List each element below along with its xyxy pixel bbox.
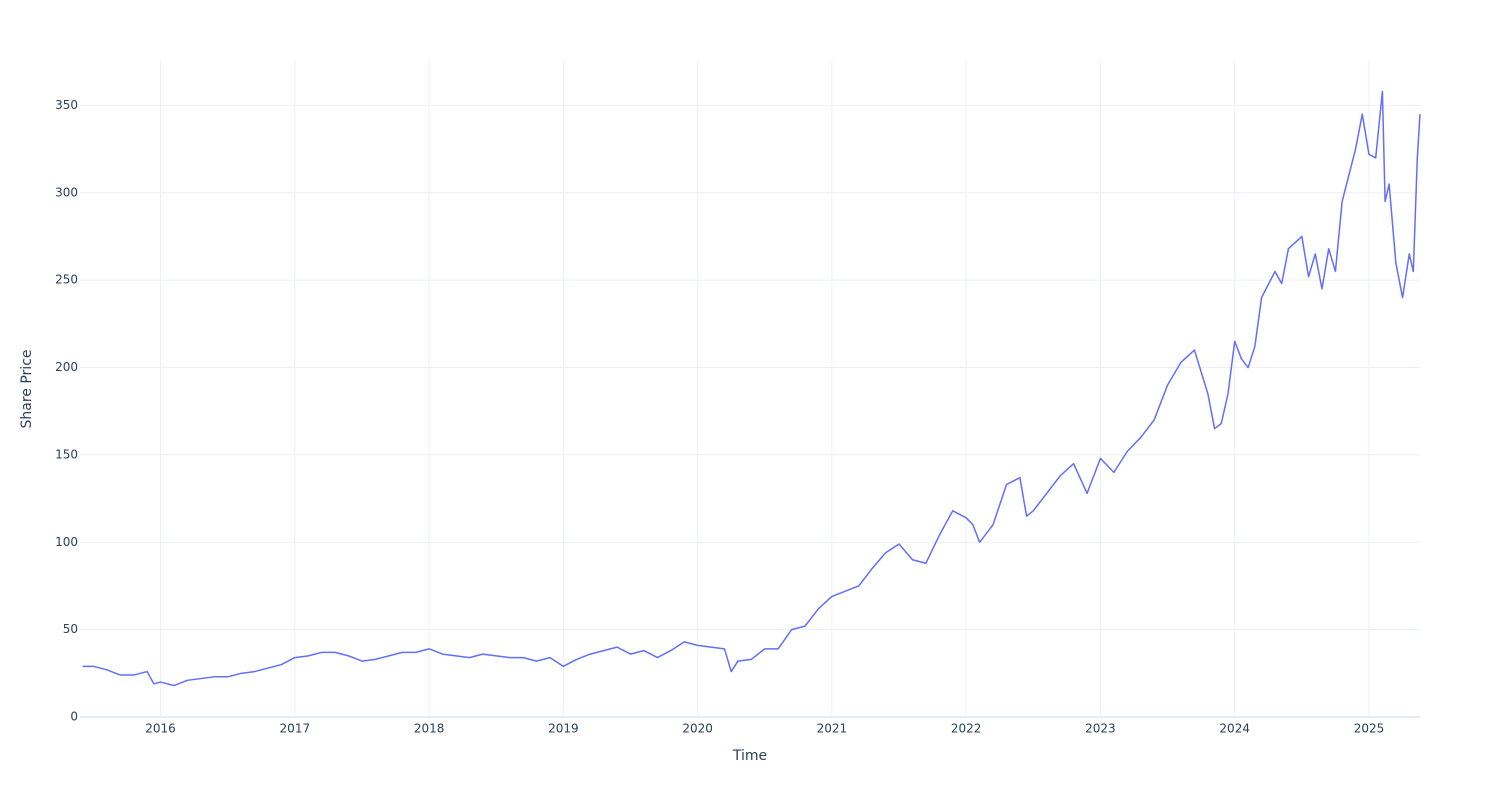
y-tick-label: 150 [55,447,78,461]
line-series [82,90,1421,687]
y-tick-label: 50 [63,622,78,636]
y-tick-label: 0 [70,710,78,724]
x-tick-label: 2019 [548,722,579,736]
y-tick-label: 300 [55,185,78,199]
x-tick-label: 2016 [145,722,176,736]
x-tick-label: 2023 [1085,722,1116,736]
y-axis-title: Share Price [19,349,35,428]
y-tick-label: 200 [55,360,78,374]
x-tick-label: 2021 [817,722,848,736]
x-tick-label: 2020 [682,722,713,736]
x-axis-title: Time [732,748,767,764]
x-tick-label: 2018 [414,722,445,736]
y-tick-label: 100 [55,535,78,549]
x-tick-label: 2024 [1219,722,1250,736]
y-tick-label: 350 [55,98,78,112]
x-tick-label: 2025 [1354,722,1385,736]
x-tick-label: 2022 [951,722,982,736]
y-tick-label: 250 [55,273,78,287]
x-tick-label: 2017 [280,722,311,736]
